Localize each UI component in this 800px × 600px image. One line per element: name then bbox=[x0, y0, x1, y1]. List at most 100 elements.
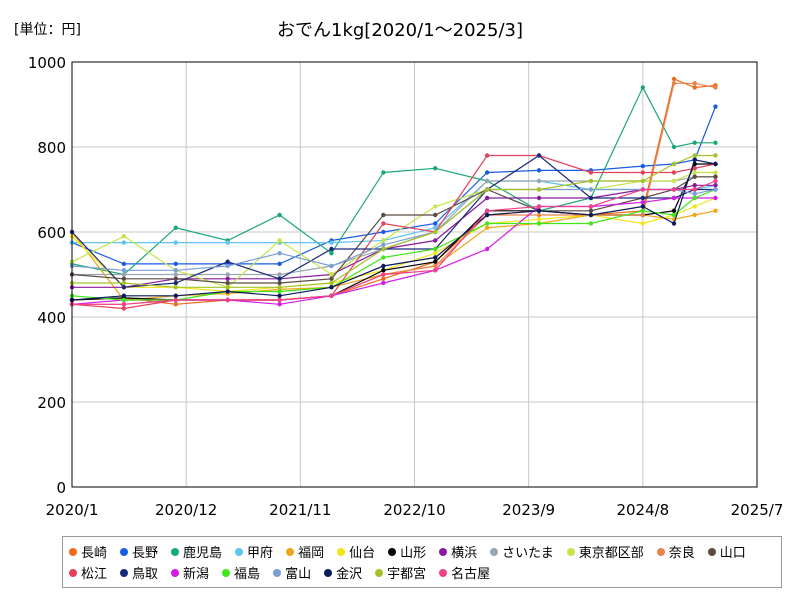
legend-item: さいたま bbox=[490, 541, 554, 562]
legend-item: 長野 bbox=[120, 541, 158, 562]
x-tick-labels: 2020/1 2020/12 2021/11 2022/10 2023/9 2024/8 2… bbox=[46, 501, 784, 519]
data-point bbox=[588, 195, 594, 201]
data-point bbox=[381, 221, 386, 226]
data-point bbox=[433, 259, 438, 264]
data-point bbox=[692, 191, 697, 196]
legend-marker bbox=[222, 568, 231, 577]
data-point bbox=[536, 217, 542, 222]
legend-label: 鹿児島 bbox=[183, 546, 223, 561]
series-layer bbox=[69, 76, 718, 311]
data-point bbox=[640, 195, 646, 201]
data-point bbox=[121, 285, 127, 290]
data-point bbox=[713, 187, 718, 192]
data-point bbox=[536, 208, 542, 213]
legend-item: 山口 bbox=[707, 541, 746, 562]
legend-marker bbox=[656, 547, 665, 556]
data-point bbox=[692, 170, 697, 175]
data-point bbox=[329, 280, 334, 286]
data-point bbox=[121, 272, 127, 277]
data-point bbox=[433, 268, 438, 273]
data-point bbox=[484, 246, 490, 252]
data-point bbox=[381, 170, 386, 175]
y-tick-label: 600 bbox=[37, 224, 66, 242]
y-tick-labels: 0 200 400 600 800 1000 bbox=[28, 54, 66, 497]
legend-item: 奈良 bbox=[656, 541, 695, 562]
legend-label: 福島 bbox=[234, 567, 261, 582]
data-point bbox=[484, 208, 490, 213]
data-point bbox=[277, 302, 282, 307]
legend-marker bbox=[171, 568, 180, 577]
series-20 bbox=[69, 178, 718, 307]
legend-item: 仙台 bbox=[337, 541, 375, 562]
data-point bbox=[173, 276, 178, 281]
legend-item: 横浜 bbox=[439, 541, 477, 562]
data-point bbox=[225, 272, 230, 277]
data-point bbox=[381, 255, 386, 260]
data-point bbox=[433, 255, 438, 260]
y-tick-label: 400 bbox=[37, 309, 66, 327]
data-point bbox=[536, 195, 542, 201]
series-18 bbox=[69, 157, 718, 303]
data-point bbox=[329, 276, 334, 281]
data-point bbox=[381, 276, 386, 281]
data-point bbox=[536, 204, 542, 209]
data-point bbox=[433, 229, 438, 235]
legend-marker bbox=[120, 568, 129, 577]
data-point bbox=[277, 280, 282, 286]
legend-label: 富山 bbox=[285, 567, 312, 582]
data-point bbox=[225, 297, 230, 303]
data-point bbox=[277, 289, 282, 294]
x-tick-label: 2020/1 bbox=[46, 501, 99, 519]
data-point bbox=[121, 306, 127, 311]
legend-label: 東京都区部 bbox=[578, 546, 644, 561]
data-point bbox=[381, 272, 386, 277]
data-point bbox=[692, 183, 697, 188]
data-point bbox=[433, 251, 438, 256]
legend-item: 甲府 bbox=[235, 541, 273, 562]
legend-label: 名古屋 bbox=[451, 567, 491, 582]
legend-marker bbox=[324, 568, 333, 577]
data-point bbox=[225, 280, 230, 286]
legend-marker bbox=[235, 547, 244, 556]
data-point bbox=[692, 81, 697, 86]
legend-item: 金沢 bbox=[324, 562, 362, 583]
legend-item: 富山 bbox=[273, 562, 311, 583]
data-point bbox=[121, 280, 127, 286]
legend-label: 山形 bbox=[400, 546, 427, 561]
legend-label: 鳥取 bbox=[132, 567, 159, 582]
grid-lines bbox=[71, 61, 758, 488]
data-point bbox=[381, 212, 386, 218]
data-point bbox=[692, 195, 697, 201]
data-point bbox=[121, 293, 127, 298]
data-point bbox=[536, 168, 542, 173]
legend-item: 長崎 bbox=[69, 541, 107, 562]
data-point bbox=[588, 212, 594, 218]
data-point bbox=[329, 285, 334, 290]
data-point bbox=[713, 183, 718, 188]
legend-marker bbox=[69, 547, 77, 556]
data-point bbox=[433, 238, 438, 243]
plot-border bbox=[71, 61, 758, 488]
legend-item: 宇都宮 bbox=[375, 562, 426, 583]
y-tick-label: 1000 bbox=[28, 54, 66, 72]
data-point bbox=[433, 225, 438, 230]
data-point bbox=[640, 170, 646, 175]
data-point bbox=[433, 204, 438, 209]
legend-label: 仙台 bbox=[349, 546, 376, 561]
data-point bbox=[671, 221, 677, 226]
legend-marker bbox=[490, 547, 499, 556]
data-point bbox=[121, 234, 127, 239]
data-point bbox=[277, 285, 282, 290]
data-point bbox=[671, 144, 677, 150]
data-point bbox=[588, 187, 594, 192]
data-point bbox=[484, 178, 490, 184]
legend-marker bbox=[707, 547, 716, 556]
data-point bbox=[329, 272, 334, 277]
legend: 長崎 長野 鹿児島 甲府 福岡 仙台 山形 横浜 さいたま 東京都区部 奈良 山口 松江 鳥取 新潟 福島 富山… bbox=[62, 536, 782, 588]
data-point bbox=[381, 263, 386, 269]
legend-item: 山形 bbox=[388, 541, 426, 562]
data-point bbox=[277, 238, 282, 243]
data-point bbox=[671, 170, 677, 175]
data-point bbox=[671, 187, 677, 192]
legend-marker bbox=[273, 568, 282, 577]
